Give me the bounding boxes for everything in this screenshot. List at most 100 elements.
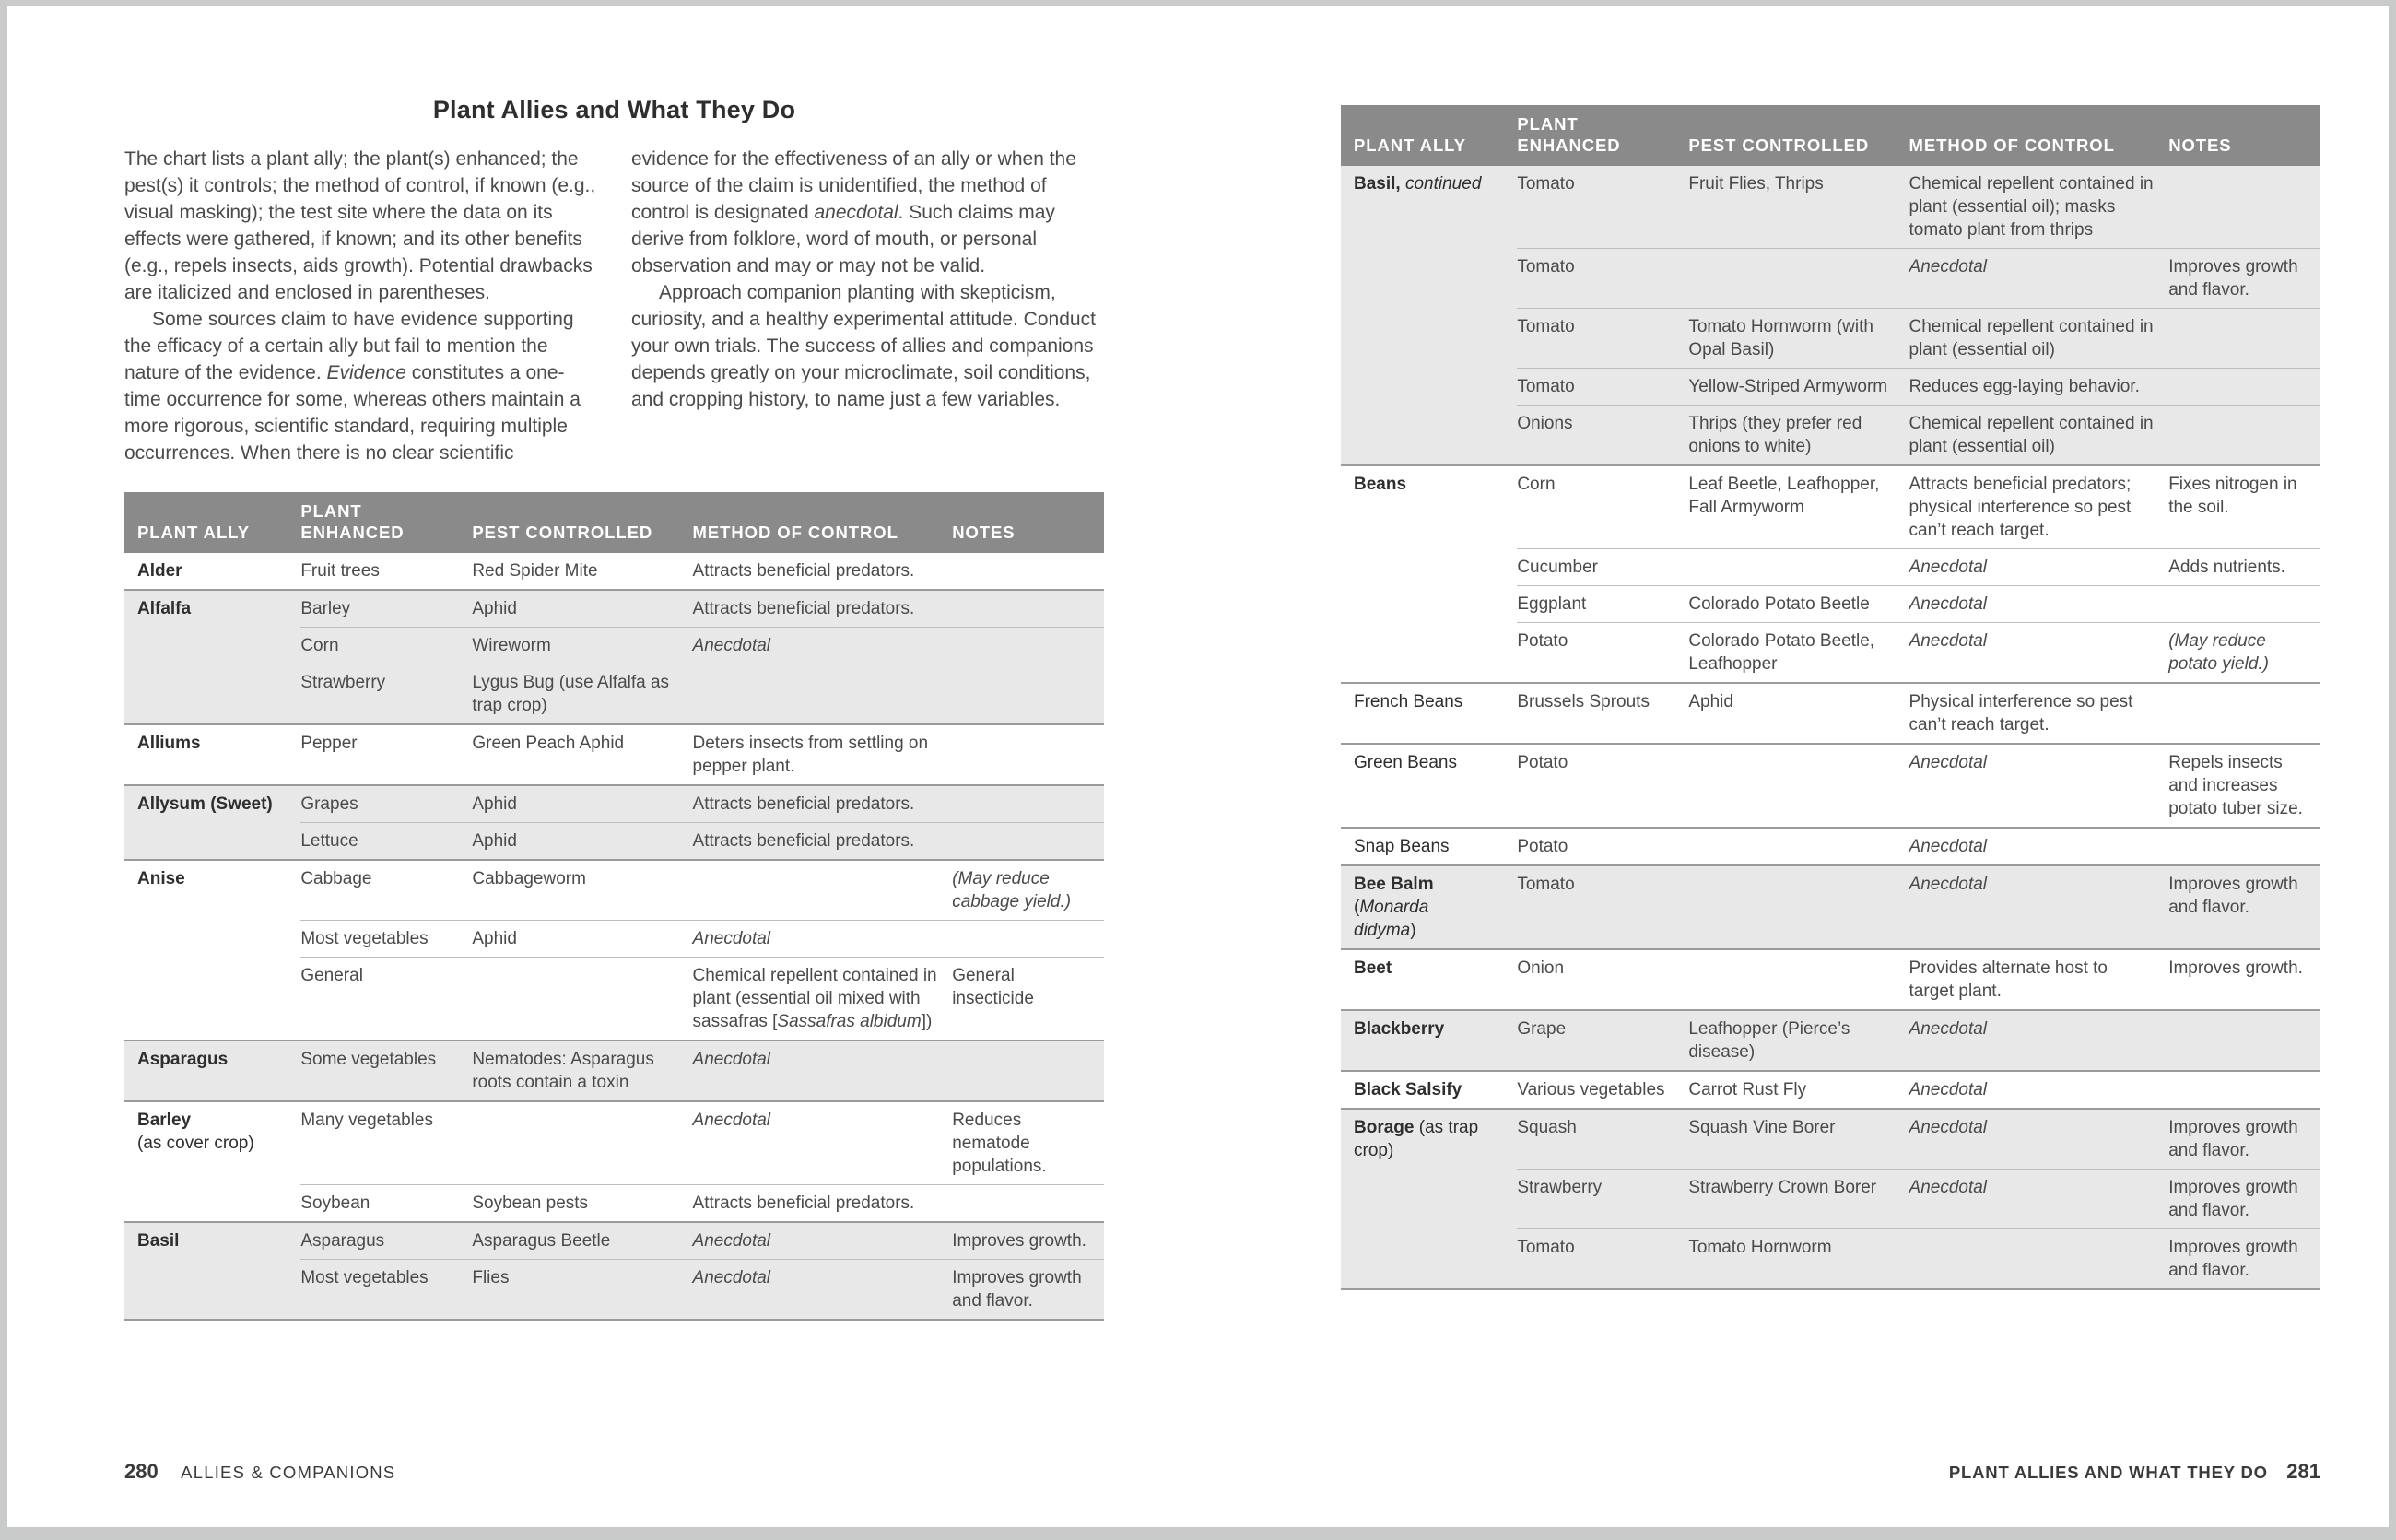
plant-ally-cell: French Beans [1354, 692, 1463, 711]
plant-enhanced-cell: Lettuce [300, 822, 473, 860]
plant-ally-cell: Asparagus [124, 1040, 301, 1101]
plant-ally-cell: Beet [1354, 958, 1392, 978]
table-row: Barley (as cover crop) Many vegetables Anec… [124, 1101, 1104, 1185]
method-of-control-cell: Anecdotal [1909, 1169, 2169, 1229]
plant-enhanced-cell: Strawberry [1517, 1169, 1689, 1229]
plant-ally-cell: Beans [1354, 475, 1407, 494]
plant-ally-cell: Basil [124, 1222, 301, 1320]
notes-cell [2168, 828, 2320, 865]
page-number: 280 [124, 1460, 159, 1483]
ally-group: Alfalfa Barley Aphid Attracts beneficial pr… [124, 590, 1104, 724]
plant-ally-cell: Anise [137, 869, 185, 888]
notes-cell [952, 920, 1104, 958]
footer-right: PLANT ALLIES AND WHAT THEY DO 281 [1341, 1460, 2320, 1484]
pest-controlled-cell: Leaf Beetle, Leafhopper, Fall Armyworm [1688, 475, 1880, 517]
pest-controlled-cell: Colorado Potato Beetle, Leafhopper [1688, 622, 1909, 683]
table-row: Basil Asparagus Asparagus Beetle Anecdotal I… [124, 1222, 1104, 1320]
plant-enhanced-cell: Fruit trees [300, 561, 380, 581]
table-row: Strawberry Strawberry Crown Borer Anecdota… [1341, 1169, 2320, 1229]
notes-cell: Reduces nematode populations. [952, 1111, 1047, 1176]
method-of-control-cell [693, 860, 953, 921]
notes-cell [952, 724, 1104, 785]
table-row: Blackberry Grape Leafhopper (Pierce’s dise… [1341, 1010, 2320, 1071]
plant-ally-cell: Alliums [137, 734, 201, 753]
pest-controlled-cell: Aphid [472, 920, 693, 958]
method-of-control-cell: Anecdotal [692, 1259, 953, 1320]
ally-group: Barley (as cover crop) Many vegetables Anec… [124, 1101, 1104, 1222]
plant-enhanced-cell: Potato [1517, 753, 1568, 772]
method-of-control-cell: Anecdotal [692, 1222, 953, 1260]
plant-ally-cell: Basil, continued [1341, 166, 1518, 465]
col-header-plant-enhanced: PLANT ENHANCED [1517, 105, 1689, 166]
method-of-control-cell: Attracts beneficial predators. [692, 822, 953, 860]
table-row: General Chemical repellent contained in p… [124, 957, 1104, 1040]
pest-controlled-cell: Colorado Potato Beetle [1688, 585, 1909, 623]
ally-group: Alder Fruit trees Red Spider Mite Attracts … [124, 553, 1104, 590]
pest-controlled-cell: Tomato Hornworm [1688, 1228, 1909, 1289]
plant-ally-cell: Bee Balm (Monarda didyma) [1341, 865, 1518, 949]
pest-controlled-cell [472, 1101, 692, 1185]
table-row: Tomato Tomato Hornworm (with Opal Basil) C… [1341, 308, 2320, 369]
pest-controlled-cell: Squash Vine Borer [1688, 1109, 1909, 1170]
notes-cell: Adds nutrients. [2168, 548, 2320, 586]
pest-controlled-cell: Cabbageworm [472, 869, 586, 888]
table-row: Bee Balm (Monarda didyma) Tomato Anecdotal Im… [1341, 865, 2320, 949]
method-of-control-cell [1909, 1228, 2169, 1289]
method-of-control-cell: Attracts beneficial predators. [692, 1184, 953, 1222]
notes-cell: Improves growth and flavor. [2168, 1228, 2320, 1289]
pest-controlled-cell: Red Spider Mite [472, 561, 598, 581]
method-of-control-cell: Anecdotal [1909, 1010, 2169, 1071]
plant-allies-table-left-wrap: PLANT ALLY PLANT ENHANCED PEST CONTROLLED M… [124, 492, 1104, 1321]
pest-controlled-cell [1688, 949, 1909, 1010]
notes-cell [952, 1184, 1104, 1222]
table-row: Beans Corn Leaf Beetle, Leafhopper, Fall A… [1341, 465, 2320, 549]
plant-enhanced-cell: Grape [1517, 1010, 1689, 1071]
table-row: Asparagus Some vegetables Nematodes: Aspar… [124, 1040, 1104, 1101]
notes-cell: Improves growth and flavor. [2168, 865, 2320, 949]
method-of-control-cell: Anecdotal [1909, 865, 2169, 949]
pest-controlled-cell: Aphid [472, 822, 693, 860]
table-row: Alliums Pepper Green Peach Aphid Deters ins… [124, 724, 1104, 785]
method-of-control-cell: Anecdotal [1909, 585, 2169, 623]
method-of-control-cell: Anecdotal [1909, 548, 2169, 586]
ally-group: Alliums Pepper Green Peach Aphid Deters ins… [124, 724, 1104, 785]
notes-cell [2168, 585, 2320, 623]
notes-cell: Repels insects and increases potato tube… [2168, 753, 2303, 818]
method-of-control-cell: Chemical repellent contained in plant (e… [692, 957, 953, 1040]
table-row: Most vegetables Aphid Anecdotal [124, 920, 1104, 958]
method-of-control-cell: Deters insects from settling on pepper p… [692, 734, 929, 776]
plant-enhanced-cell: Onions [1517, 405, 1689, 465]
notes-cell [2168, 166, 2320, 249]
notes-cell: (May reduce potato yield.) [2168, 622, 2320, 683]
plant-enhanced-cell: Tomato [1517, 308, 1689, 369]
table-row: Anise Cabbage Cabbageworm (May reduce cabba… [124, 860, 1104, 921]
ally-group: Bee Balm (Monarda didyma) Tomato Anecdotal Im… [1341, 865, 2320, 949]
ally-group: Basil, continued Tomato Fruit Flies, Thrip… [1341, 166, 2320, 465]
plant-enhanced-cell: Many vegetables [300, 1111, 433, 1130]
col-header-pest-controlled: PEST CONTROLLED [1688, 105, 1909, 166]
pest-controlled-cell: Yellow-Striped Armyworm [1688, 368, 1909, 406]
table-row: Potato Colorado Potato Beetle, Leafhopper… [1341, 622, 2320, 683]
table-row: Lettuce Aphid Attracts beneficial predator… [124, 822, 1104, 860]
col-header-method-of-control: METHOD OF CONTROL [1909, 105, 2169, 166]
ally-group: Beet Onion Provides alternate host to targ… [1341, 949, 2320, 1010]
ally-group: French Beans Brussels Sprouts Aphid Physica… [1341, 683, 2320, 744]
col-header-plant-enhanced: PLANT ENHANCED [300, 492, 473, 553]
pest-controlled-cell [1688, 548, 1909, 586]
table-header-row: PLANT ALLY PLANT ENHANCED PEST CONTROLLED M… [1341, 105, 2320, 166]
pest-controlled-cell: Asparagus Beetle [472, 1222, 693, 1260]
pest-controlled-cell: Thrips (they prefer red onions to white) [1688, 405, 1909, 465]
plant-enhanced-cell: Tomato [1517, 368, 1689, 406]
plant-enhanced-cell: Grapes [300, 785, 473, 823]
pest-controlled-cell [1688, 248, 1909, 309]
notes-cell [952, 1040, 1104, 1101]
ally-group: Black Salsify Various vegetables Carrot Ru… [1341, 1071, 2320, 1109]
plant-ally-cell: Snap Beans [1354, 837, 1450, 856]
pest-controlled-cell: Strawberry Crown Borer [1688, 1169, 1909, 1229]
pest-controlled-cell: Flies [472, 1259, 693, 1320]
method-of-control-cell: Anecdotal [1909, 837, 1988, 856]
ally-group: Borage (as trap crop) Squash Squash Vine B… [1341, 1109, 2320, 1289]
pest-controlled-cell: Wireworm [472, 627, 693, 664]
pest-controlled-cell: Nematodes: Asparagus roots contain a tox… [472, 1040, 693, 1101]
method-of-control-cell: Chemical repellent contained in plant (e… [1909, 405, 2169, 465]
